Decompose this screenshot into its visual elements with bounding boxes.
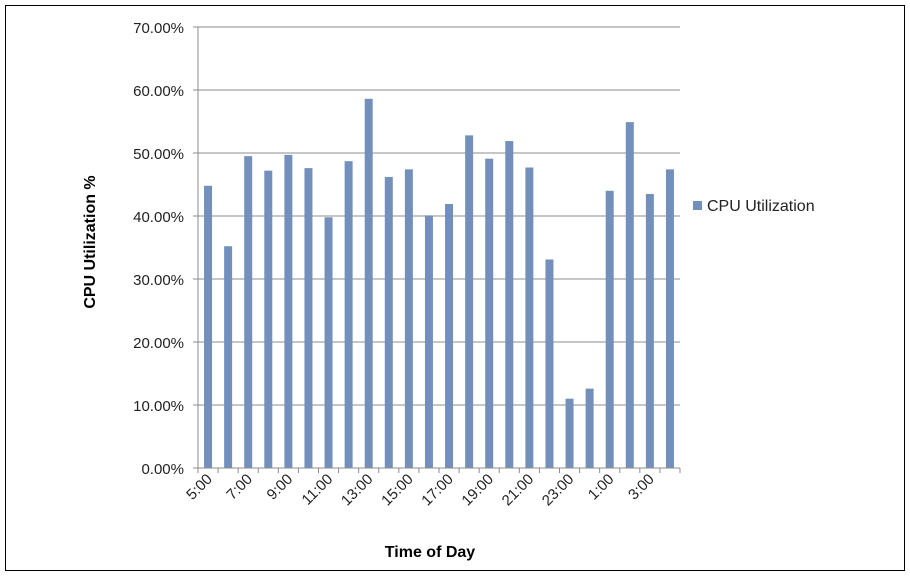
bar	[565, 398, 574, 468]
bar	[465, 135, 474, 469]
bar	[224, 246, 233, 468]
bar	[204, 185, 213, 468]
x-axis-title: Time of Day	[385, 544, 476, 561]
y-tick-label: 30.00%	[133, 272, 184, 289]
bar	[625, 122, 634, 468]
bar	[665, 169, 674, 468]
bar	[645, 193, 654, 468]
bar	[424, 215, 433, 468]
y-tick-labels: 0.00% 10.00% 20.00% 30.00% 40.00% 50.00% 60.00…	[133, 20, 184, 478]
x-tick-label: 7:00	[223, 471, 256, 504]
x-tick-label: 17:00	[418, 471, 457, 510]
bar	[545, 259, 554, 468]
x-tick-label: 15:00	[378, 471, 417, 510]
x-tick-label: 5:00	[183, 471, 216, 504]
bar	[505, 141, 514, 468]
bar	[324, 217, 333, 468]
cpu-utilization-chart: 0.00% 10.00% 20.00% 30.00% 40.00% 50.00% 60.00…	[82, 20, 815, 573]
axes	[193, 26, 681, 473]
x-tick-label: 1:00	[585, 471, 618, 504]
legend-label: CPU Utilization	[707, 198, 815, 215]
y-tick-label: 0.00%	[141, 461, 184, 478]
bar	[525, 167, 534, 469]
bar	[244, 156, 253, 468]
legend: CPU Utilization	[693, 198, 815, 215]
x-tick-label: 11:00	[299, 471, 337, 509]
x-tick-labels: 5:00 7:00 9:00 11:00 13:00 15:00 17:00 19:00 21:…	[183, 471, 658, 510]
x-tick-label: 13:00	[338, 471, 377, 510]
bar	[485, 158, 494, 469]
bar	[404, 169, 413, 468]
bar	[304, 168, 313, 468]
bar	[384, 176, 393, 468]
bar	[445, 204, 454, 468]
bar	[364, 98, 373, 468]
y-tick-label: 50.00%	[133, 146, 184, 163]
x-tick-label: 9:00	[264, 471, 297, 504]
y-tick-label: 70.00%	[133, 20, 184, 37]
x-tick-label: 21:00	[499, 471, 538, 510]
bar	[264, 170, 273, 468]
bars	[204, 98, 674, 469]
x-tick-label: 23:00	[539, 471, 578, 510]
bar	[585, 388, 594, 468]
y-tick-label: 10.00%	[133, 398, 184, 415]
legend-swatch	[693, 201, 702, 210]
y-tick-label: 40.00%	[133, 209, 184, 226]
bar	[284, 154, 293, 468]
y-tick-label: 20.00%	[133, 335, 184, 352]
bar	[344, 161, 353, 468]
x-tick-label: 3:00	[625, 471, 658, 504]
gridlines	[198, 26, 680, 406]
chart-frame: 0.00% 10.00% 20.00% 30.00% 40.00% 50.00% 60.00…	[5, 5, 905, 573]
x-tick-label: 19:00	[458, 471, 497, 510]
y-axis-title: CPU Utilization %	[82, 175, 99, 308]
y-tick-label: 60.00%	[133, 83, 184, 100]
bar	[605, 190, 614, 469]
